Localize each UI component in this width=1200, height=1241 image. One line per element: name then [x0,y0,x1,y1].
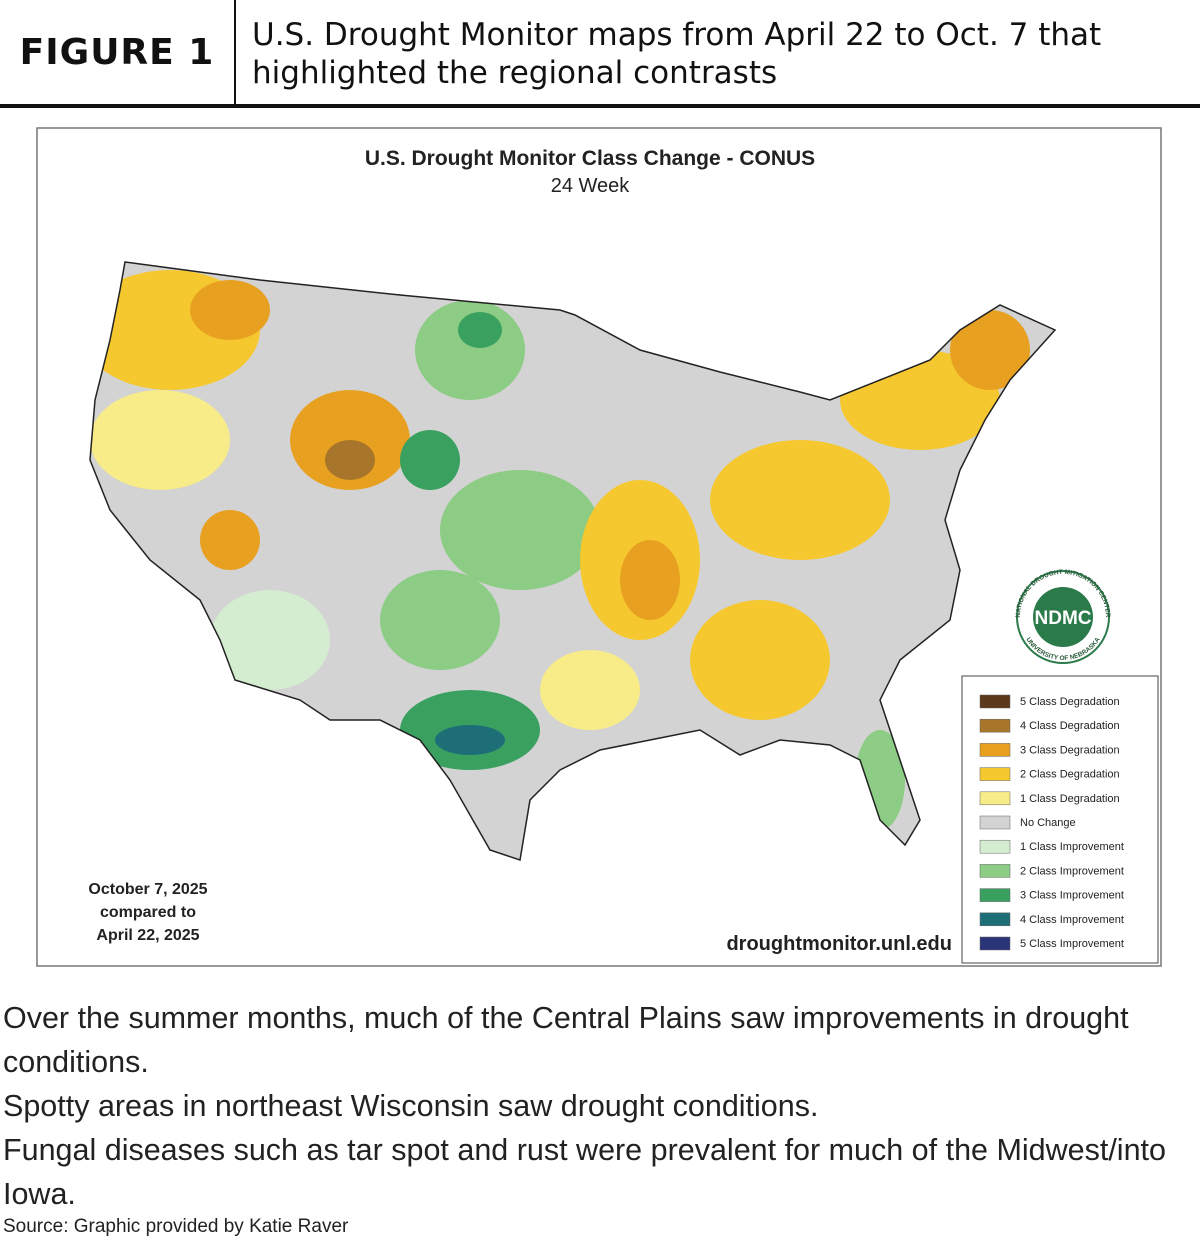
figure-title: U.S. Drought Monitor maps from April 22 … [252,17,1102,91]
date-note: October 7, 2025 compared to April 22, 2025 [88,881,207,944]
legend-swatch [979,694,1011,709]
legend-label: 5 Class Degradation [1020,696,1120,708]
legend-label: 3 Class Degradation [1020,744,1120,756]
map-figure: U.S. Drought Monitor Class Change - CONU… [36,127,1162,967]
figure-label: FIGURE 1 [0,0,236,104]
legend: 5 Class Degradation 4 Class Degradation 3 … [979,694,1124,951]
legend-swatch [979,936,1011,951]
legend-swatch [979,767,1011,781]
legend-swatch [979,864,1011,878]
us-outline [89,261,1057,861]
caption-paragraph: Spotty areas in northeast Wisconsin saw … [3,1089,819,1123]
legend-label: 4 Class Improvement [1020,914,1124,926]
legend-label: 5 Class Improvement [1020,938,1124,950]
caption: Over the summer months, much of the Cent… [3,996,1193,1216]
legend-label: 2 Class Improvement [1020,865,1124,877]
legend-label: 4 Class Degradation [1020,720,1120,732]
legend-swatch [979,743,1011,757]
legend-label: 3 Class Improvement [1020,890,1124,902]
ndmc-logo: NDMC NATIONAL DROUGHT MITIGATION CENTER … [1015,569,1111,664]
logo-text: NDMC [1035,608,1092,629]
date-note-line: October 7, 2025 [88,881,207,898]
legend-label: No Change [1020,817,1076,829]
legend-swatch [979,791,1011,806]
legend-swatch [979,815,1011,830]
date-note-line: April 22, 2025 [96,927,199,944]
legend-label: 1 Class Degradation [1020,793,1120,805]
map-subtitle: 24 Week [551,175,631,197]
caption-paragraph: Over the summer months, much of the Cent… [3,1001,1129,1079]
caption-paragraph: Fungal diseases such as tar spot and rus… [3,1133,1166,1211]
header: FIGURE 1 U.S. Drought Monitor maps from … [0,0,1200,108]
source: Source: Graphic provided by Katie Raver [3,1216,349,1237]
map-title: U.S. Drought Monitor Class Change - CONU… [365,147,815,170]
legend-swatch [979,839,1011,854]
legend-swatch [979,888,1011,902]
legend-swatch [979,912,1011,927]
legend-label: 2 Class Degradation [1020,769,1120,781]
legend-label: 1 Class Improvement [1020,841,1124,853]
date-note-line: compared to [100,904,196,921]
legend-swatch [979,718,1011,733]
map-url: droughtmonitor.unl.edu [726,933,952,955]
